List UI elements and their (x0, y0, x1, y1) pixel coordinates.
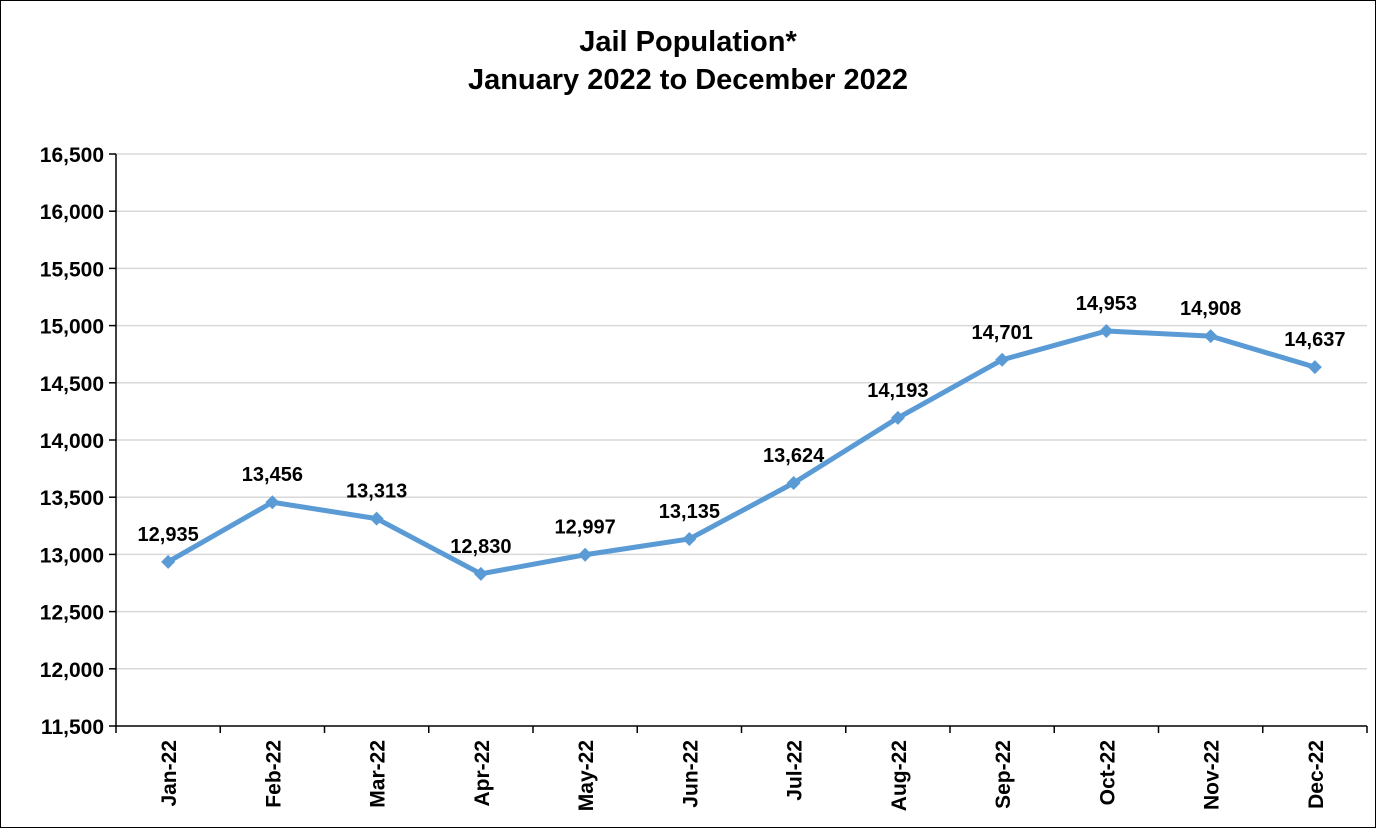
data-point (995, 352, 1010, 367)
data-point (890, 410, 905, 425)
data-point (578, 547, 593, 562)
chart-subtitle: January 2022 to December 2022 (468, 64, 908, 96)
y-tick-label: 13,500 (40, 487, 104, 510)
axes (109, 153, 1368, 733)
y-tick-label: 15,500 (40, 258, 104, 281)
x-tick-label: Sep-22 (992, 740, 1015, 809)
data-point (161, 554, 176, 569)
data-point (1099, 323, 1114, 338)
data-label: 12,935 (138, 524, 199, 546)
series-line-path (165, 328, 1318, 577)
y-tick-label: 14,000 (40, 430, 104, 453)
y-tick-label: 14,500 (40, 373, 104, 396)
y-tick-label: 12,000 (40, 659, 104, 682)
x-tick-label: Feb-22 (262, 740, 285, 808)
data-label: 14,193 (867, 380, 928, 402)
x-tick-label: Dec-22 (1305, 740, 1328, 809)
y-tick-label: 16,000 (40, 201, 104, 224)
data-point (682, 531, 697, 546)
series-line (165, 328, 1318, 577)
data-label: 13,624 (763, 445, 825, 467)
x-tick-label: May-22 (575, 740, 598, 811)
data-label: 14,908 (1180, 298, 1241, 320)
data-label: 14,953 (1076, 293, 1137, 315)
chart-title: Jail Population* (579, 26, 797, 58)
data-point (369, 511, 384, 526)
x-axis-tick-labels: Jan-22 Feb-22 Mar-22 Apr-22 May-22 Jun-22 Jul-… (158, 740, 1328, 811)
data-label: 14,637 (1284, 329, 1345, 351)
data-label: 13,135 (659, 501, 720, 523)
x-tick-label: Mar-22 (367, 740, 390, 808)
data-point (786, 476, 801, 491)
x-tick-label: Aug-22 (888, 740, 911, 811)
y-tick-label: 13,000 (40, 544, 104, 567)
data-point (1203, 329, 1218, 344)
data-label: 14,701 (972, 322, 1033, 344)
x-tick-label: Oct-22 (1096, 740, 1119, 805)
data-label: 12,830 (450, 536, 511, 558)
data-labels: 12,935 13,456 13,313 12,830 12,997 13,135 13,6… (138, 293, 1346, 558)
data-point (265, 495, 280, 510)
y-tick-label: 16,500 (40, 144, 104, 167)
y-tick-label: 12,500 (40, 602, 104, 625)
y-tick-label: 11,500 (41, 716, 104, 739)
x-tick-label: Apr-22 (471, 740, 494, 807)
x-tick-label: Jan-22 (158, 740, 181, 807)
y-tick-label: 15,000 (40, 316, 104, 339)
data-label: 13,313 (346, 481, 407, 503)
gridlines (116, 153, 1367, 670)
data-markers (161, 323, 1322, 581)
y-axis-tick-labels: 11,500 12,000 12,500 13,000 13,500 14,000 14,5… (40, 144, 104, 739)
data-point (473, 566, 488, 581)
data-label: 12,997 (555, 517, 616, 539)
x-tick-label: Jul-22 (784, 740, 807, 801)
x-tick-label: Jun-22 (679, 740, 702, 808)
data-point (1307, 360, 1322, 375)
x-tick-label: Nov-22 (1201, 740, 1224, 810)
data-label: 13,456 (242, 464, 303, 486)
